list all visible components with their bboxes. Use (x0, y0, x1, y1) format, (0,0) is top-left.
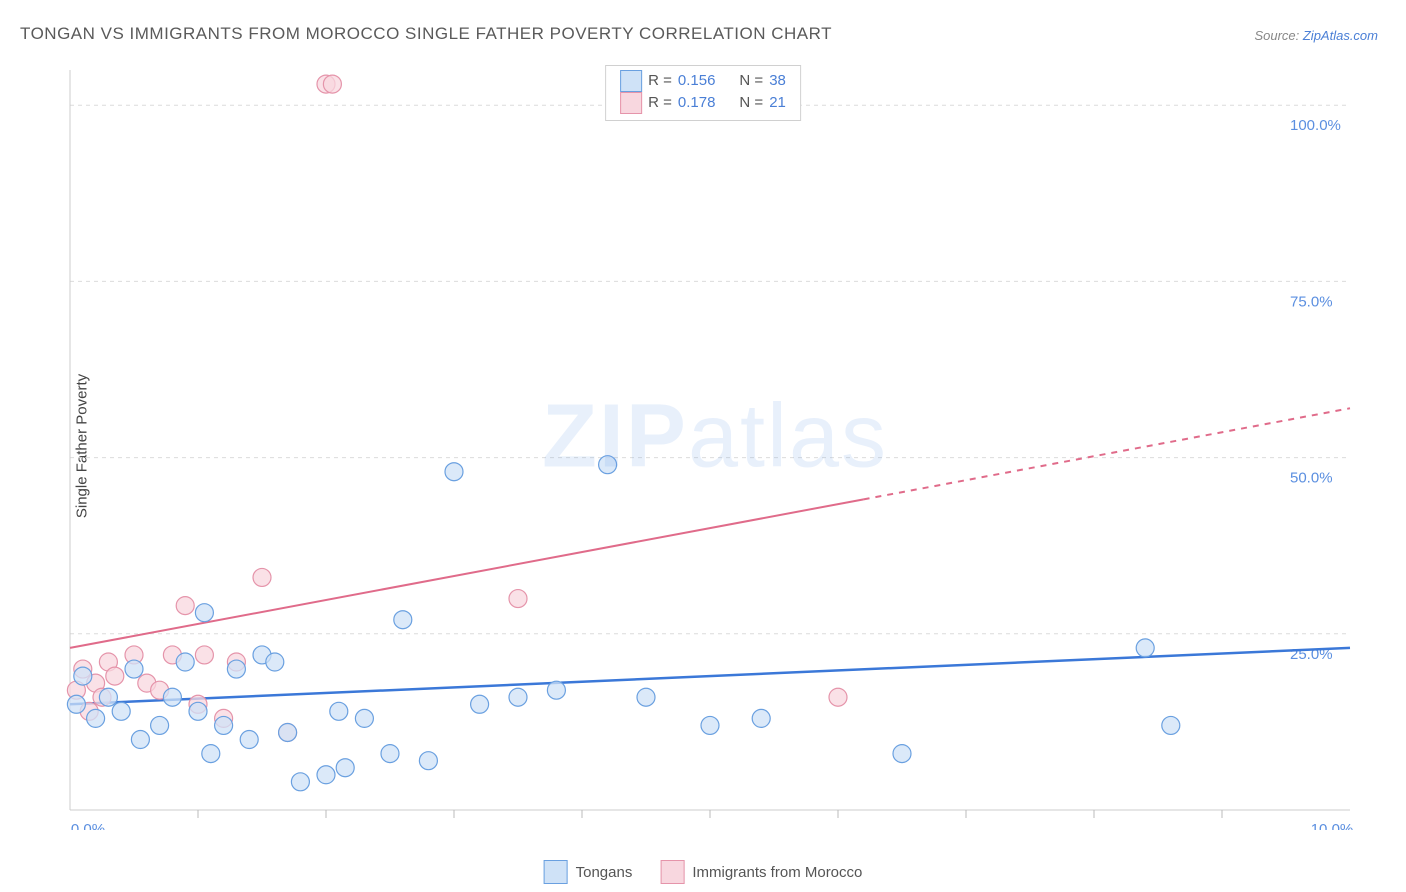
scatter-plot-svg: 25.0%50.0%75.0%100.0%0.0%10.0% (50, 60, 1380, 830)
correlation-legend: R = 0.156 N = 38 R = 0.178 N = 21 (605, 65, 801, 121)
legend-swatch (544, 860, 568, 884)
legend-swatch (660, 860, 684, 884)
legend-r-value: 0.156 (678, 70, 716, 92)
chart-title: TONGAN VS IMMIGRANTS FROM MOROCCO SINGLE… (20, 24, 832, 44)
legend-label: Immigrants from Morocco (692, 864, 862, 881)
svg-text:100.0%: 100.0% (1290, 117, 1341, 134)
legend-n-prefix: N = (739, 70, 763, 92)
legend-r-value: 0.178 (678, 92, 716, 114)
legend-row: R = 0.156 N = 38 (620, 70, 786, 92)
source-prefix: Source: (1254, 28, 1302, 43)
legend-n-prefix: N = (739, 92, 763, 114)
bottom-legend-item: Immigrants from Morocco (660, 860, 862, 884)
svg-text:50.0%: 50.0% (1290, 470, 1333, 487)
svg-text:0.0%: 0.0% (71, 821, 105, 830)
legend-r-prefix: R = (648, 70, 672, 92)
legend-label: Tongans (576, 864, 633, 881)
chart-area: ZIPatlas 25.0%50.0%75.0%100.0%0.0%10.0% (50, 60, 1380, 830)
source-attribution: Source: ZipAtlas.com (1254, 28, 1378, 43)
svg-text:75.0%: 75.0% (1290, 293, 1333, 310)
series-legend: Tongans Immigrants from Morocco (544, 860, 863, 884)
legend-row: R = 0.178 N = 21 (620, 92, 786, 114)
bottom-legend-item: Tongans (544, 860, 633, 884)
legend-swatch (620, 92, 642, 114)
source-link[interactable]: ZipAtlas.com (1303, 28, 1378, 43)
legend-r-prefix: R = (648, 92, 672, 114)
svg-text:10.0%: 10.0% (1311, 821, 1354, 830)
legend-swatch (620, 70, 642, 92)
legend-n-value: 38 (769, 70, 786, 92)
legend-n-value: 21 (769, 92, 786, 114)
